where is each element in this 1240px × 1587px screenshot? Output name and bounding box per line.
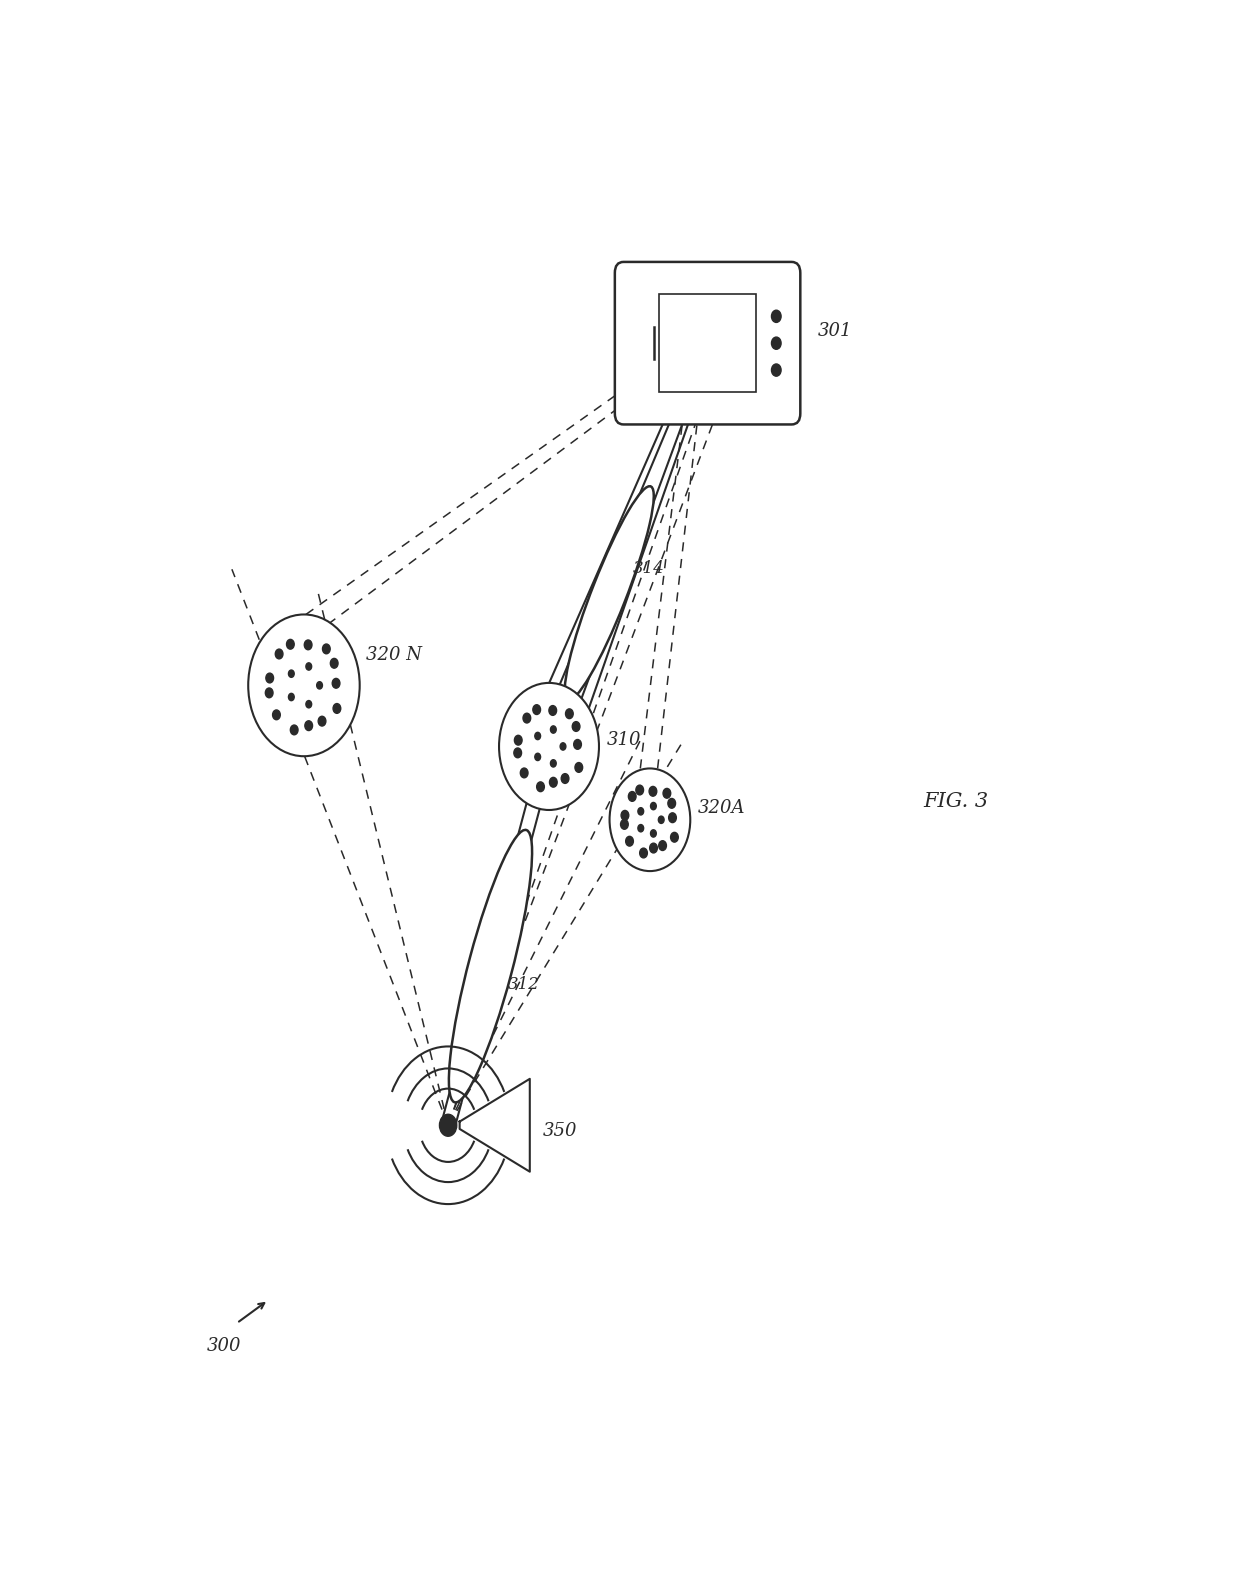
Circle shape [649,787,657,797]
Text: 312: 312 [508,976,539,993]
Circle shape [304,640,312,649]
Circle shape [316,682,322,689]
Circle shape [629,792,636,801]
Circle shape [650,843,657,852]
Circle shape [658,841,666,851]
Circle shape [636,786,644,795]
Text: 320 N: 320 N [367,646,423,663]
Circle shape [305,720,312,730]
Ellipse shape [449,830,532,1103]
Circle shape [626,836,634,846]
Text: 314: 314 [634,560,665,578]
Circle shape [290,725,298,735]
Circle shape [562,773,569,784]
Circle shape [621,811,629,820]
Circle shape [572,722,580,732]
Circle shape [275,649,283,659]
Circle shape [551,725,557,733]
Text: 301: 301 [818,322,853,340]
Circle shape [273,709,280,720]
Circle shape [319,716,326,725]
Circle shape [658,816,665,824]
Circle shape [663,789,671,798]
Circle shape [651,830,656,836]
Circle shape [334,703,341,713]
Bar [658,294,756,392]
Text: 350: 350 [542,1122,577,1141]
FancyBboxPatch shape [615,262,800,424]
Circle shape [289,670,294,678]
Circle shape [560,743,565,751]
Circle shape [640,847,647,859]
Circle shape [534,732,541,740]
Circle shape [668,798,676,808]
Circle shape [289,694,294,701]
Circle shape [651,803,656,809]
Circle shape [322,644,330,654]
Circle shape [575,763,583,773]
Circle shape [771,363,781,376]
Circle shape [668,813,676,822]
Circle shape [671,832,678,843]
Circle shape [551,760,557,767]
Circle shape [439,1114,456,1136]
Text: FIG. 3: FIG. 3 [924,792,990,811]
Circle shape [332,678,340,689]
Circle shape [637,808,644,816]
Circle shape [574,740,582,749]
Text: 300: 300 [207,1336,242,1355]
Circle shape [306,663,311,670]
Circle shape [537,782,544,792]
Circle shape [265,689,273,698]
Circle shape [620,819,629,830]
Circle shape [498,682,599,809]
Circle shape [637,825,644,832]
Circle shape [549,706,557,716]
Circle shape [330,659,339,668]
Circle shape [533,705,541,714]
Circle shape [771,309,781,322]
Circle shape [565,709,573,719]
Circle shape [523,713,531,724]
Circle shape [306,700,311,708]
Circle shape [515,735,522,744]
Circle shape [549,778,557,787]
Ellipse shape [564,486,653,700]
Circle shape [265,673,274,682]
Circle shape [286,640,294,649]
Circle shape [248,614,360,757]
Circle shape [610,768,691,871]
Text: 320A: 320A [698,798,745,817]
Circle shape [534,754,541,760]
Circle shape [521,768,528,778]
Circle shape [513,747,522,757]
Text: 310: 310 [606,732,641,749]
Circle shape [771,336,781,349]
